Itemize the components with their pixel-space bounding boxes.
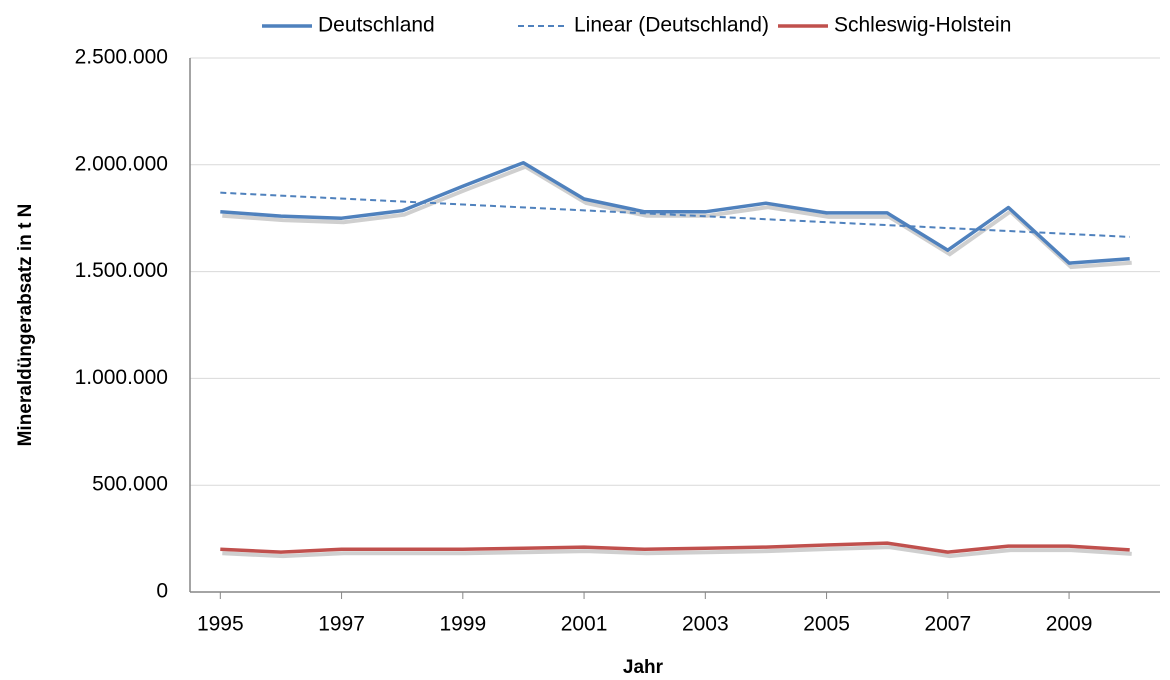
line-shadow [222,164,1132,270]
x-tick-label: 2007 [924,613,971,636]
legend-label: Deutschland [318,14,435,37]
x-tick-label: 1999 [439,613,486,636]
line-shadow [222,545,1132,559]
y-tick-label: 1.500.000 [75,259,168,282]
x-tick-label: 2003 [682,613,729,636]
series-line [220,160,1130,265]
series-line [220,541,1130,554]
y-axis-title: Mineraldüngerabsatz in t N [15,204,36,447]
x-axis-title: Jahr [623,657,664,678]
legend-label: Schleswig-Holstein [834,14,1011,37]
y-tick-label: 2.500.000 [75,46,168,69]
x-tick-label: 2001 [561,613,608,636]
trendline [220,191,1130,238]
x-tick-label: 2009 [1046,613,1093,636]
legend-label: Linear (Deutschland) [574,14,769,37]
x-tick-label: 1997 [318,613,365,636]
x-tick-label: 1995 [197,613,244,636]
x-tick-label: 2005 [803,613,850,636]
y-tick-label: 0 [156,580,168,603]
y-tick-label: 1.000.000 [75,366,168,389]
y-tick-label: 2.000.000 [75,152,168,175]
y-tick-label: 500.000 [92,473,168,496]
